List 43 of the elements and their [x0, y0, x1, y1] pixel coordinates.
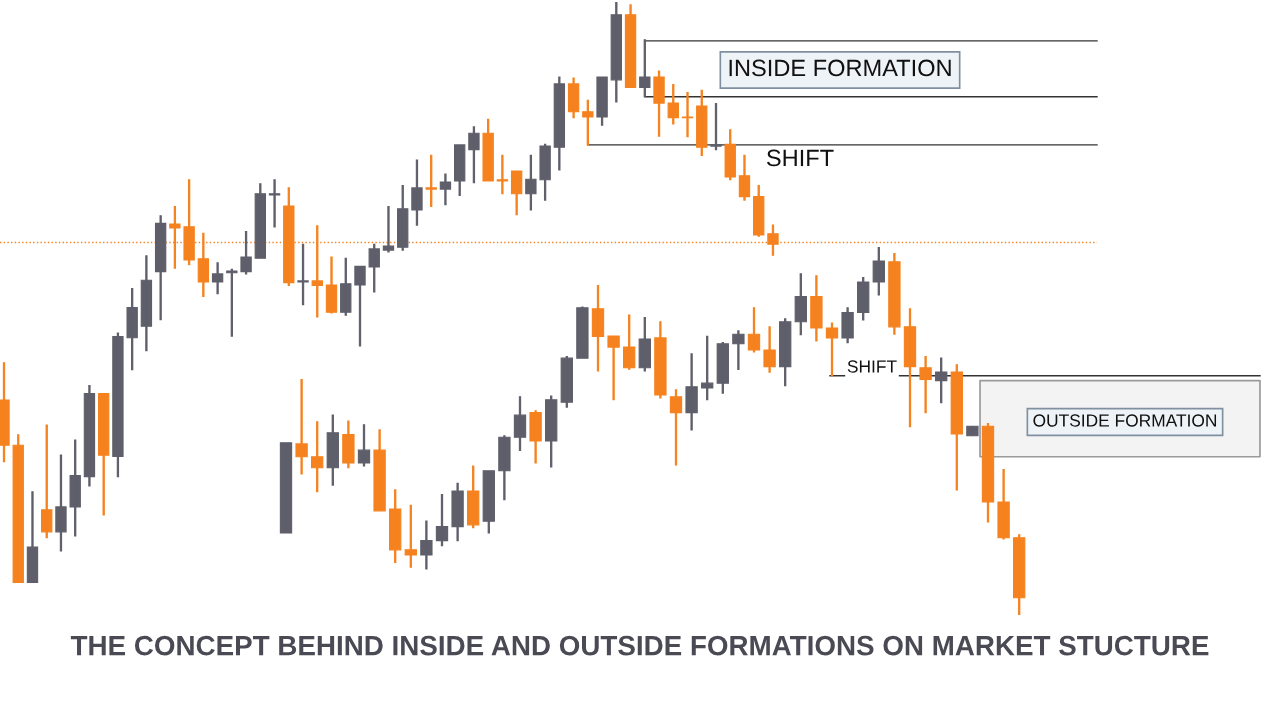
candlestick	[26, 491, 39, 583]
candlestick	[685, 353, 698, 431]
candlestick	[997, 469, 1010, 540]
candlestick	[763, 326, 776, 373]
text: OUTSIDE FORMATION	[1033, 414, 1217, 427]
candlestick	[41, 424, 53, 539]
candlestick	[268, 179, 281, 228]
candlestick	[919, 356, 932, 414]
candlestick	[582, 99, 594, 146]
candlestick	[841, 307, 854, 344]
candlestick	[382, 205, 395, 253]
candlestick	[710, 103, 722, 151]
candlestick	[576, 306, 589, 359]
candlestick	[425, 154, 437, 208]
candlestick	[681, 92, 694, 138]
candlestick	[810, 275, 823, 342]
candlestick	[653, 70, 665, 137]
annotation: SHIFT	[766, 149, 834, 167]
candlestick	[420, 520, 433, 570]
candlestick	[451, 482, 464, 542]
candlestick	[667, 83, 679, 125]
candlestick	[342, 420, 355, 469]
candlestick	[596, 76, 608, 126]
candlestick	[368, 243, 380, 293]
candlestick	[295, 378, 308, 475]
annotation: SHIFT	[847, 360, 897, 373]
annotation: INSIDE FORMATION	[729, 59, 951, 77]
candlestick	[55, 454, 67, 552]
candlestick	[439, 173, 452, 206]
text: THE CONCEPT BEHIND INSIDE AND OUTSIDE FORMATIONS ON MARKET STUCTURE	[70, 635, 1209, 656]
candlestick	[888, 253, 901, 335]
candlestick	[373, 429, 386, 512]
candlestick	[639, 39, 651, 98]
candlestick	[607, 335, 620, 401]
candlestick	[529, 410, 542, 464]
candlestick	[297, 243, 309, 306]
candlestick	[654, 321, 667, 399]
candlestick	[496, 154, 509, 195]
candlestick	[211, 262, 224, 295]
candlestick	[732, 330, 745, 371]
candlestick	[411, 159, 423, 226]
candlestick	[498, 435, 511, 501]
candlestick	[240, 230, 252, 275]
